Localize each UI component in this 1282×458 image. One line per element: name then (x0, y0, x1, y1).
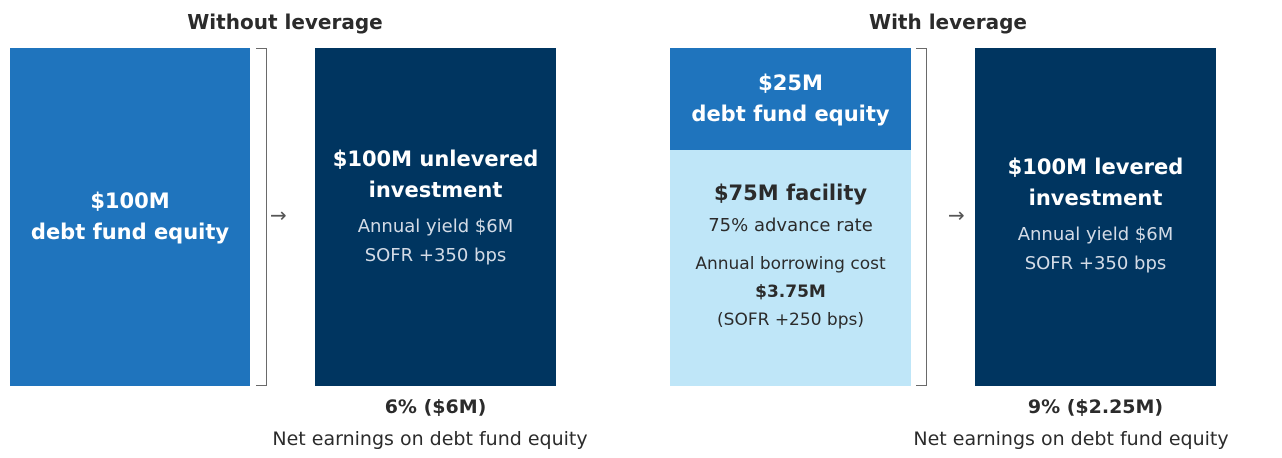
without-leverage-heading: Without leverage (187, 10, 383, 34)
with-investment-title-1: $100M levered (1007, 155, 1184, 179)
with-investment-yield: Annual yield $6M (1017, 224, 1174, 245)
facility-borrow-label: Annual borrowing cost (695, 254, 886, 274)
without-investment-title-2: investment (368, 178, 503, 202)
with-result-value: 9% ($2.25M) (1027, 396, 1164, 418)
without-investment-title-1: $100M unlevered (332, 147, 539, 171)
facility-borrow-rate: (SOFR +250 bps) (717, 310, 864, 330)
with-equity-label: debt fund equity (691, 102, 890, 126)
without-bracket-icon (256, 48, 267, 386)
without-equity-label: debt fund equity (30, 220, 230, 244)
without-equity-amount: $100M (90, 189, 170, 213)
with-leverage-heading: With leverage (869, 10, 1027, 34)
with-investment-rate: SOFR +350 bps (1024, 253, 1167, 274)
with-facility-box: $75M facility 75% advance rate Annual bo… (670, 150, 911, 386)
without-result-value: 6% ($6M) (384, 396, 487, 418)
without-result-caption: Net earnings on debt fund equity (272, 428, 588, 450)
with-equity-amount: $25M (758, 71, 823, 95)
with-equity-box: $25M debt fund equity (670, 48, 911, 150)
with-arrow-right-icon: → (948, 203, 965, 227)
with-bracket-icon (916, 48, 927, 386)
without-equity-box: $100M debt fund equity (10, 48, 250, 386)
with-result-caption: Net earnings on debt fund equity (913, 428, 1229, 450)
facility-title: $75M facility (713, 181, 868, 205)
without-investment-yield: Annual yield $6M (357, 216, 514, 237)
facility-advance-rate: 75% advance rate (708, 215, 873, 236)
without-investment-rate: SOFR +350 bps (364, 245, 507, 266)
with-investment-box: $100M levered investment Annual yield $6… (975, 48, 1216, 386)
with-investment-title-2: investment (1028, 186, 1163, 210)
facility-borrow-value: $3.75M (755, 282, 826, 302)
without-arrow-right-icon: → (270, 203, 287, 227)
without-investment-box: $100M unlevered investment Annual yield … (315, 48, 556, 386)
